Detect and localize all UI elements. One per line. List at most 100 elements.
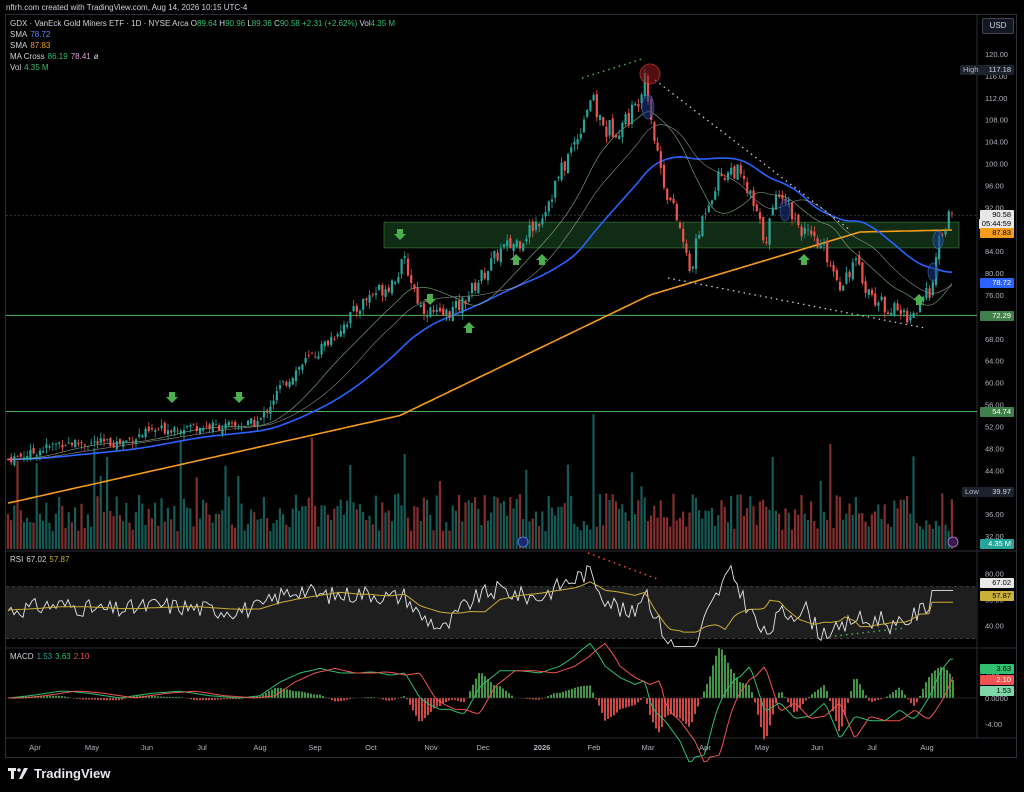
volume-bar xyxy=(707,511,710,549)
volume-bar xyxy=(755,524,758,549)
volume-bar xyxy=(35,463,38,549)
candle-body xyxy=(768,218,771,245)
volume-bar xyxy=(38,513,41,549)
macd-histogram-bar xyxy=(946,670,948,698)
macd-histogram-bar xyxy=(187,698,189,699)
candle-body xyxy=(704,212,707,214)
macd-histogram-bar xyxy=(202,698,204,701)
volume-bar xyxy=(256,519,259,549)
volume-bar xyxy=(560,506,563,549)
macd-histogram-bar xyxy=(502,688,504,698)
blue-ellipse-highlight xyxy=(927,262,939,282)
volume-bar xyxy=(643,497,646,549)
volume-bar xyxy=(51,530,54,549)
time-tick-label: Dec xyxy=(476,743,490,752)
volume-bar xyxy=(163,521,166,549)
volume-bar xyxy=(384,512,387,549)
volume-bar xyxy=(611,494,614,549)
candle-body xyxy=(675,203,678,221)
macd-histogram-bar xyxy=(85,698,87,700)
candle-body xyxy=(438,307,442,312)
candle-body xyxy=(173,427,176,433)
volume-bar xyxy=(406,517,409,549)
green-up-arrow-icon xyxy=(463,322,475,333)
candle-body xyxy=(624,114,627,124)
candle-body xyxy=(314,356,317,358)
volume-bar xyxy=(563,503,566,549)
dividend-icon xyxy=(947,536,959,548)
volume-bar xyxy=(336,506,339,549)
volume-bar xyxy=(896,508,899,549)
volume-bar xyxy=(874,511,877,549)
volume-bar xyxy=(208,514,211,549)
macd-histogram-bar xyxy=(232,698,234,700)
currency-button[interactable]: USD xyxy=(982,18,1014,34)
legend-macross[interactable]: MA Cross 86.19 78.41 ø xyxy=(10,52,99,61)
macd-histogram-bar xyxy=(463,698,465,702)
macd-histogram-bar xyxy=(58,695,60,698)
volume-bar xyxy=(669,526,672,549)
volume-bar xyxy=(96,496,99,549)
candle-body xyxy=(813,231,816,237)
candle-body xyxy=(826,240,829,263)
macd-histogram-bar xyxy=(880,698,882,700)
candle-body xyxy=(755,204,758,212)
candle-body xyxy=(336,334,339,337)
candle-body xyxy=(67,442,70,444)
legend-sma1[interactable]: SMA 78.72 xyxy=(10,30,51,39)
volume-bar xyxy=(26,517,29,549)
candle-body xyxy=(602,117,605,126)
macd-histogram-bar xyxy=(760,698,762,728)
volume-bar xyxy=(800,495,803,549)
macd-histogram-bar xyxy=(832,698,834,712)
macd-tag-1: 3.63 xyxy=(980,664,1014,674)
macd-histogram-bar xyxy=(904,694,906,698)
candle-body xyxy=(74,440,77,448)
legend-vol2[interactable]: Vol 4.35 M xyxy=(10,63,49,72)
candle-body xyxy=(707,205,710,213)
macd-histogram-bar xyxy=(691,698,693,723)
macd-histogram-bar xyxy=(145,695,147,698)
macd-histogram-bar xyxy=(472,684,474,698)
candle-body xyxy=(682,228,685,243)
volume-bar xyxy=(589,529,592,549)
volume-bar xyxy=(525,469,528,549)
price-tick-label: 76.00 xyxy=(985,291,1004,300)
macd-histogram-bar xyxy=(547,696,549,698)
candle-body xyxy=(573,141,576,145)
macd-histogram-bar xyxy=(211,698,213,701)
macd-histogram-bar xyxy=(916,698,918,703)
candle-body xyxy=(931,281,934,296)
volume-bar xyxy=(470,502,473,549)
candle-body xyxy=(544,211,547,217)
candle-body xyxy=(550,199,554,202)
volume-bar xyxy=(672,493,675,549)
candle-body xyxy=(794,217,797,219)
candle-body xyxy=(490,258,493,271)
macd-histogram-bar xyxy=(571,688,573,698)
macd-histogram-bar xyxy=(148,695,150,698)
volume-bar xyxy=(522,519,525,549)
volume-bar xyxy=(234,527,237,549)
macd-histogram-bar xyxy=(61,696,63,698)
macd-histogram-bar xyxy=(445,698,447,703)
macd-histogram-bar xyxy=(118,698,120,701)
volume-bar xyxy=(429,514,432,549)
candle-body xyxy=(218,425,221,431)
volume-bar xyxy=(618,508,621,549)
volume-bar xyxy=(541,511,544,549)
tradingview-logo[interactable]: TradingView xyxy=(8,766,110,781)
macd-histogram-bar xyxy=(712,665,714,698)
legend-sma2[interactable]: SMA 87.83 xyxy=(10,41,51,50)
macd-histogram-bar xyxy=(403,696,405,698)
candle-body xyxy=(22,457,26,459)
volume-bar xyxy=(506,515,509,549)
volume-bar xyxy=(371,524,374,549)
support-zone xyxy=(383,221,960,249)
volume-bar xyxy=(810,501,813,549)
candle-body xyxy=(502,244,506,247)
legend-c: C90.58 xyxy=(274,19,300,28)
volume-bar xyxy=(701,518,704,549)
candle-body xyxy=(854,258,858,261)
